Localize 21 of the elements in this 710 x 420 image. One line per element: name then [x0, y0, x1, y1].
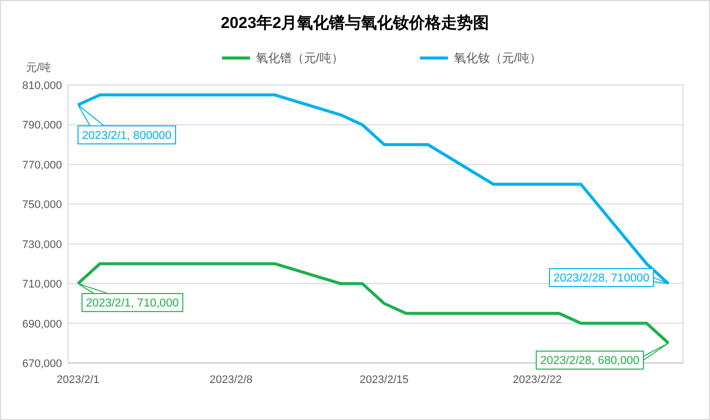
x-tick-label: 2023/2/22	[512, 374, 562, 386]
annotation: 2023/2/28, 680,000	[540, 355, 640, 368]
y-tick-label: 790,000	[22, 120, 62, 132]
annotation: 2023/2/1, 710,000	[86, 298, 179, 310]
y-tick-label: 710,000	[22, 278, 62, 291]
y-tick-label: 770,000	[22, 159, 62, 172]
legend-label: 氧化镨（元/吨）	[256, 51, 344, 65]
y-tick-label: 670,000	[22, 358, 62, 370]
y-tick-label: 810,000	[22, 80, 62, 92]
y-tick-label: 750,000	[22, 199, 62, 212]
y-axis-title: 元/吨	[26, 61, 52, 74]
line-series	[76, 93, 670, 286]
annotation: 2023/2/28, 710000	[553, 272, 650, 285]
y-tick-label: 690,000	[22, 318, 62, 330]
chart-title: 2023年2月氧化镨与氧化钕价格走势图	[220, 14, 490, 32]
legend-label: 氧化钕（元/吨）	[454, 51, 542, 65]
x-tick-label: 2023/2/8	[210, 374, 253, 386]
annotation: 2023/2/1, 800000	[82, 130, 172, 142]
x-tick-label: 2023/2/15	[360, 374, 409, 386]
y-tick-label: 730,000	[22, 238, 62, 251]
x-tick-label: 2023/2/1	[56, 374, 100, 386]
